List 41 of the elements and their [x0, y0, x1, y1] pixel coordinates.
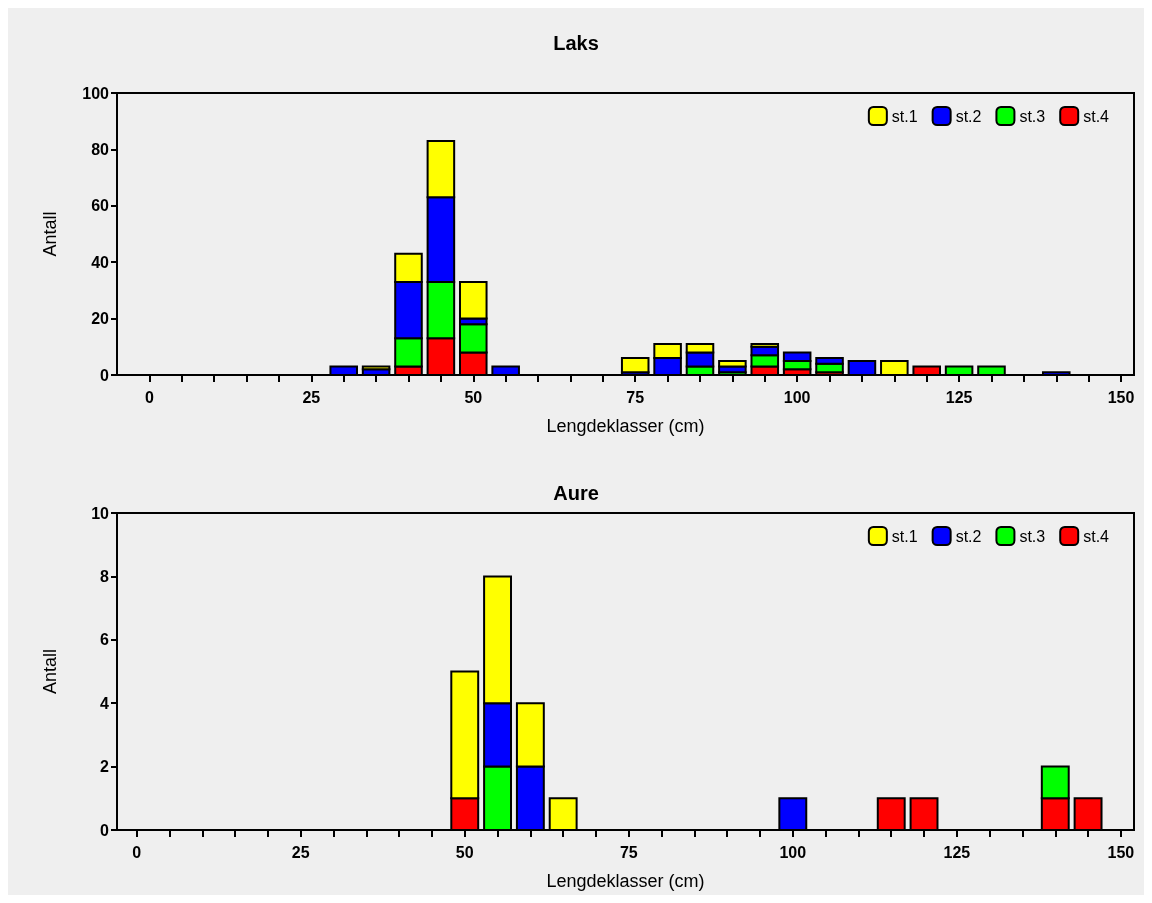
y-tick-label: 100 [82, 84, 110, 102]
x-tick-label: 100 [779, 843, 807, 861]
legend-label: st.4 [1083, 527, 1110, 545]
x-tick-label: 100 [783, 388, 811, 406]
x-tick-label: 0 [132, 843, 142, 861]
y-tick-label: 6 [100, 631, 110, 649]
y-axis-title: Antall [40, 648, 60, 695]
x-tick-label: 50 [455, 843, 474, 861]
x-tick-label: 25 [302, 388, 321, 406]
legend-label: st.4 [1083, 107, 1110, 125]
y-tick-label: 4 [100, 694, 110, 712]
x-tick-label: 25 [291, 843, 310, 861]
y-tick-label: 60 [91, 197, 110, 215]
chart-title: Aure [553, 482, 599, 504]
x-tick-label: 0 [144, 388, 154, 406]
y-tick-label: 10 [91, 504, 110, 522]
x-axis-title: Lengdeklasser (cm) [546, 416, 705, 436]
x-tick-label: 75 [626, 388, 645, 406]
y-tick-label: 8 [100, 567, 110, 585]
x-tick-label: 150 [1107, 388, 1135, 406]
bar [620, 357, 650, 374]
y-tick-label: 0 [100, 821, 110, 839]
legend-label: st.2 [955, 527, 982, 545]
legend-label: st.2 [955, 107, 982, 125]
y-tick-label: 0 [100, 366, 110, 384]
legend-label: st.3 [1019, 107, 1046, 125]
y-tick-label: 20 [91, 310, 110, 328]
legend-label: st.3 [1019, 527, 1046, 545]
x-tick-label: 50 [464, 388, 483, 406]
x-tick-label: 150 [1107, 843, 1135, 861]
legend-label: st.1 [891, 107, 918, 125]
y-tick-label: 2 [100, 758, 110, 776]
x-tick-label: 125 [945, 388, 973, 406]
chart-title: Laks [553, 32, 599, 54]
y-axis-title: Antall [40, 211, 60, 257]
x-tick-label: 75 [619, 843, 638, 861]
x-axis-title: Lengdeklasser (cm) [546, 871, 705, 891]
x-tick-label: 125 [943, 843, 971, 861]
y-tick-label: 80 [91, 140, 110, 158]
y-tick-label: 40 [91, 253, 110, 271]
legend-label: st.1 [891, 527, 918, 545]
